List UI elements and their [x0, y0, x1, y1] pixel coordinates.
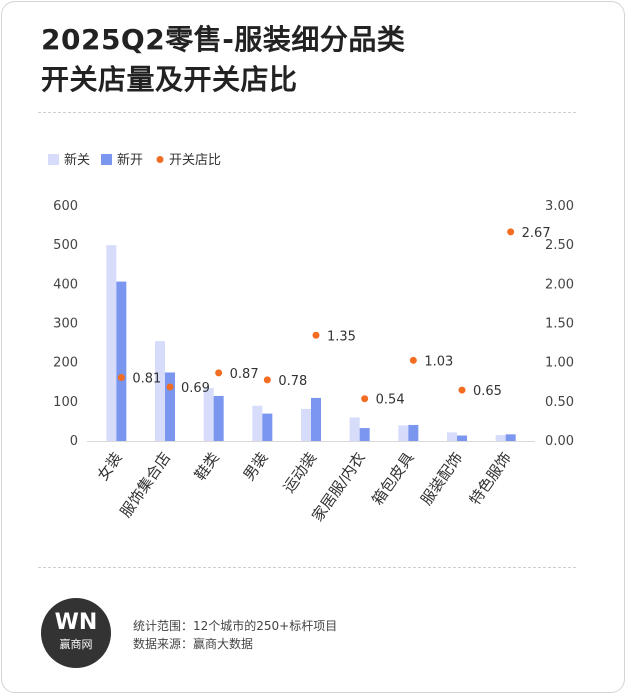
bar-close-2: [203, 388, 214, 441]
left-axis-tick-label: 500: [53, 238, 78, 253]
footer-notes: 统计范围：12个城市的250+标杆项目 数据来源：赢商大数据: [133, 617, 337, 653]
category-label-6: 箱包皮具: [368, 449, 417, 508]
bar-open-3: [262, 413, 273, 441]
right-axis-tick-label: 2.00: [545, 277, 574, 292]
bar-close-6: [398, 425, 409, 441]
ratio-point-2: [215, 369, 223, 377]
right-axis-tick-label: 1.50: [545, 317, 574, 332]
left-axis-tick-label: 200: [53, 356, 78, 371]
legend-marker-ratio: [156, 156, 164, 163]
ratio-point-1: [166, 383, 174, 391]
bar-close-7: [447, 432, 457, 441]
right-axis-tick-label: 1.00: [545, 356, 574, 371]
ratio-data-label-8: 2.67: [522, 226, 551, 241]
title-line-2: 开关店量及开关店比: [41, 63, 298, 96]
bar-open-2: [213, 395, 224, 441]
bar-open-4: [311, 397, 321, 441]
ratio-point-6: [409, 356, 417, 364]
bar-open-0: [116, 281, 127, 441]
left-axis-tick-label: 100: [53, 395, 78, 410]
left-axis-tick-label: 0: [70, 434, 78, 449]
right-axis-tick-label: 0.00: [545, 434, 574, 449]
logo-mark: WN: [54, 610, 98, 635]
ratio-data-label-3: 0.78: [278, 374, 307, 389]
ratio-data-label-2: 0.87: [230, 367, 259, 382]
ratio-data-label-4: 1.35: [327, 329, 356, 344]
bar-close-5: [349, 417, 360, 441]
category-label-2: 鞋类: [191, 449, 223, 484]
ratio-data-label-1: 0.69: [181, 381, 210, 396]
bar-close-3: [252, 405, 263, 441]
top-divider: [38, 112, 576, 113]
brand-logo: WN 赢商网: [41, 598, 111, 668]
right-axis-tick-label: 0.50: [545, 395, 574, 410]
footer-scope-note: 统计范围：12个城市的250+标杆项目: [133, 619, 338, 633]
category-label-7: 服装配饰: [417, 449, 466, 508]
bar-open-8: [505, 434, 516, 441]
ratio-point-7: [458, 386, 466, 394]
ratio-point-3: [263, 376, 271, 384]
category-label-8: 特色服饰: [466, 449, 515, 508]
left-axis-tick-label: 600: [53, 199, 78, 214]
legend-swatch-open: [101, 154, 112, 165]
bar-open-5: [359, 428, 370, 441]
ratio-data-label-5: 0.54: [376, 393, 405, 408]
ratio-data-label-6: 1.03: [424, 354, 453, 369]
ratio-point-4: [312, 331, 320, 339]
category-label-4: 运动装: [280, 449, 321, 496]
bar-open-7: [457, 435, 467, 441]
legend-label-open: 新开: [117, 152, 143, 168]
left-axis-tick-label: 400: [53, 277, 78, 292]
category-label-0: 女装: [94, 449, 126, 484]
bar-close-0: [106, 245, 117, 441]
ratio-point-8: [507, 228, 515, 236]
ratio-data-label-7: 0.65: [473, 384, 502, 399]
legend-swatch-close: [48, 154, 59, 165]
ratio-point-0: [117, 374, 125, 382]
bar-close-4: [301, 408, 311, 441]
right-axis-tick-label: 2.50: [545, 238, 574, 253]
title-line-1: 2025Q2零售-服装细分品类: [41, 23, 406, 56]
legend-label-close: 新关: [64, 152, 90, 168]
category-label-3: 男装: [240, 449, 272, 484]
bar-open-6: [408, 424, 419, 441]
right-axis-tick-label: 3.00: [545, 199, 574, 214]
bar-open-1: [165, 372, 175, 441]
ratio-point-5: [361, 395, 369, 403]
bar-close-8: [495, 435, 506, 441]
legend-label-ratio: 开关店比: [169, 153, 221, 168]
bar-close-1: [155, 341, 165, 441]
left-axis-tick-label: 300: [53, 317, 78, 332]
chart-svg: 新关 新开 开关店比 0 100 200 300 400 500 600 0.00 0.50 1.00 1…: [48, 152, 574, 525]
footer-source-note: 数据来源：赢商大数据: [133, 637, 254, 651]
logo-text: 赢商网: [59, 638, 93, 651]
ratio-data-label-0: 0.81: [132, 372, 161, 387]
chart-title: 2025Q2零售-服装细分品类 开关店量及开关店比: [41, 20, 561, 100]
bottom-divider: [38, 567, 576, 568]
